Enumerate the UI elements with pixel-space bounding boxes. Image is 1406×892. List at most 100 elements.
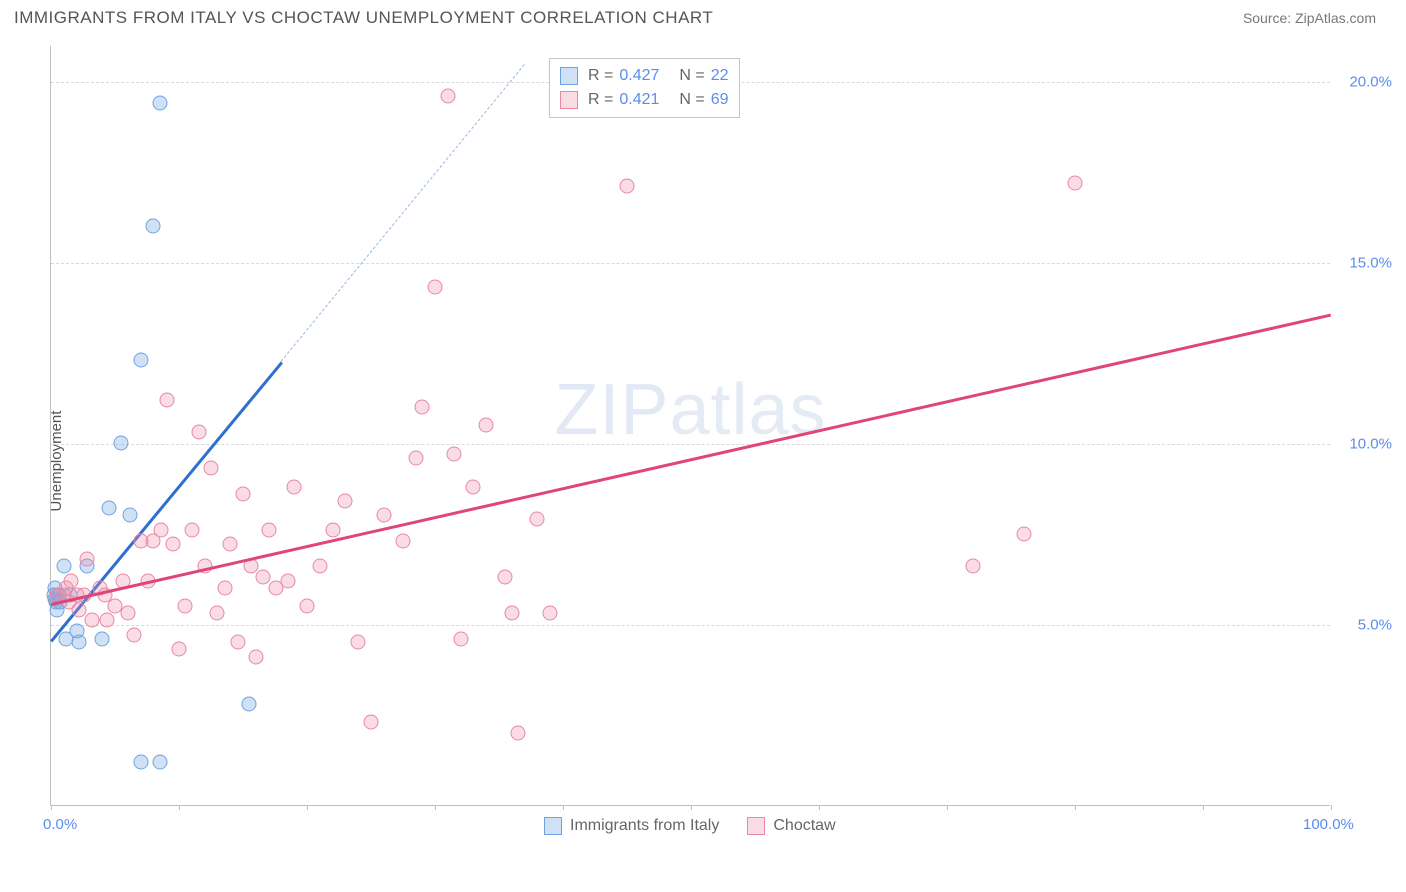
gridline-h: [51, 625, 1330, 626]
data-point: [236, 486, 251, 501]
data-point: [261, 522, 276, 537]
data-point: [408, 450, 423, 465]
data-point: [428, 280, 443, 295]
data-point: [248, 649, 263, 664]
data-point: [620, 179, 635, 194]
series-legend: Immigrants from Italy Choctaw: [544, 817, 836, 835]
legend-swatch: [544, 817, 562, 835]
x-tick-mark: [1203, 805, 1204, 810]
data-point: [351, 635, 366, 650]
data-point: [101, 501, 116, 516]
legend-item: Immigrants from Italy: [544, 817, 719, 835]
x-tick-mark: [307, 805, 308, 810]
data-point: [440, 88, 455, 103]
x-tick-mark: [563, 805, 564, 810]
y-tick-label: 20.0%: [1349, 74, 1392, 91]
data-point: [172, 642, 187, 657]
data-point: [133, 754, 148, 769]
data-point: [530, 512, 545, 527]
data-point: [376, 508, 391, 523]
data-point: [300, 598, 315, 613]
data-point: [242, 696, 257, 711]
data-point: [415, 399, 430, 414]
data-point: [114, 436, 129, 451]
data-point: [210, 606, 225, 621]
chart-container: Unemployment ZIPatlas 5.0%10.0%15.0%20.0…: [0, 36, 1406, 886]
data-point: [1068, 175, 1083, 190]
x-tick-mark: [1331, 805, 1332, 810]
r-value: 0.421: [619, 91, 659, 109]
data-point: [511, 725, 526, 740]
data-point: [325, 522, 340, 537]
data-point: [338, 494, 353, 509]
data-point: [127, 627, 142, 642]
x-tick-mark: [51, 805, 52, 810]
data-point: [152, 95, 167, 110]
gridline-h: [51, 444, 1330, 445]
legend-row: R = 0.421 N = 69: [560, 88, 729, 112]
n-value: 22: [711, 67, 729, 85]
x-tick-mark: [947, 805, 948, 810]
data-point: [504, 606, 519, 621]
data-point: [447, 446, 462, 461]
data-point: [152, 754, 167, 769]
data-point: [100, 613, 115, 628]
data-point: [223, 537, 238, 552]
n-value: 69: [711, 91, 729, 109]
x-tick-mark: [179, 805, 180, 810]
data-point: [280, 573, 295, 588]
legend-swatch: [560, 67, 578, 85]
data-point: [364, 714, 379, 729]
data-point: [79, 551, 94, 566]
data-point: [133, 352, 148, 367]
legend-item: Choctaw: [747, 817, 835, 835]
data-point: [178, 598, 193, 613]
data-point: [95, 631, 110, 646]
legend-swatch: [747, 817, 765, 835]
data-point: [72, 635, 87, 650]
data-point: [498, 570, 513, 585]
x-tick-mark: [1075, 805, 1076, 810]
r-label: R =: [588, 91, 613, 109]
chart-title: IMMIGRANTS FROM ITALY VS CHOCTAW UNEMPLO…: [14, 8, 713, 28]
x-tick-mark: [819, 805, 820, 810]
data-point: [192, 425, 207, 440]
data-point: [312, 559, 327, 574]
data-point: [453, 631, 468, 646]
data-point: [479, 418, 494, 433]
trendline: [51, 314, 1332, 606]
y-tick-label: 15.0%: [1349, 255, 1392, 272]
data-point: [120, 606, 135, 621]
x-tick-label: 100.0%: [1303, 816, 1354, 833]
data-point: [256, 570, 271, 585]
y-tick-label: 10.0%: [1349, 436, 1392, 453]
data-point: [84, 613, 99, 628]
data-point: [64, 573, 79, 588]
data-point: [543, 606, 558, 621]
gridline-h: [51, 263, 1330, 264]
data-point: [218, 580, 233, 595]
legend-label: Immigrants from Italy: [570, 817, 719, 835]
data-point: [146, 218, 161, 233]
scatter-plot-area: ZIPatlas 5.0%10.0%15.0%20.0%0.0%100.0%R …: [50, 46, 1330, 806]
data-point: [184, 522, 199, 537]
n-label: N =: [679, 91, 704, 109]
data-point: [56, 559, 71, 574]
x-tick-label: 0.0%: [43, 816, 77, 833]
data-point: [230, 635, 245, 650]
legend-label: Choctaw: [773, 817, 835, 835]
r-label: R =: [588, 67, 613, 85]
data-point: [204, 461, 219, 476]
r-value: 0.427: [619, 67, 659, 85]
legend-row: R = 0.427N = 22: [560, 64, 729, 88]
data-point: [160, 392, 175, 407]
source-attribution: Source: ZipAtlas.com: [1243, 10, 1376, 26]
data-point: [72, 602, 87, 617]
correlation-legend: R = 0.427N = 22R = 0.421N = 69: [549, 58, 740, 118]
data-point: [965, 559, 980, 574]
data-point: [154, 522, 169, 537]
data-point: [287, 479, 302, 494]
trendline-extrapolated: [281, 64, 525, 361]
y-tick-label: 5.0%: [1358, 617, 1392, 634]
data-point: [123, 508, 138, 523]
